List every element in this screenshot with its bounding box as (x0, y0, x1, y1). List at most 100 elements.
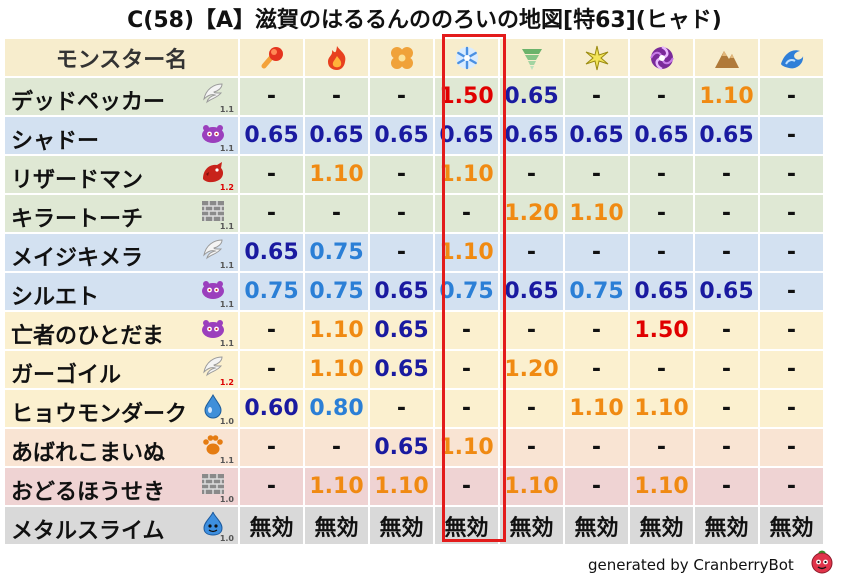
resistance-value: 0.75 (305, 234, 368, 271)
monster-name: ヒョウモンダーク (11, 402, 188, 427)
resistance-value: 0.65 (370, 117, 433, 154)
resistance-value: - (370, 78, 433, 115)
monster-name-cell: シャドー 1.1 (5, 117, 238, 154)
water-drop-icon (200, 393, 226, 419)
resistance-value: 1.10 (435, 429, 498, 466)
monster-name: デッドペッカー (11, 90, 166, 115)
resistance-value: - (435, 351, 498, 388)
resistance-value: 0.75 (240, 273, 303, 310)
brick-wall-icon (200, 471, 226, 497)
monster-level: 1.1 (219, 261, 234, 270)
ice-snowflake-icon (435, 44, 498, 72)
resistance-value: 無効 (305, 507, 368, 544)
resistance-value: - (565, 429, 628, 466)
resistance-value: - (760, 468, 823, 505)
resistance-value: 1.10 (305, 312, 368, 349)
resistance-value: - (435, 390, 498, 427)
footer-credit: generated by CranberryBot (588, 556, 794, 574)
resistance-value: 0.65 (370, 273, 433, 310)
resistance-value: - (760, 429, 823, 466)
resistance-value: - (760, 234, 823, 271)
resistance-value: 1.20 (500, 195, 563, 232)
resistance-value: - (760, 351, 823, 388)
monster-name: シルエト (11, 285, 100, 310)
rock-mountain-icon (695, 44, 758, 72)
slime-blob-icon (200, 276, 226, 302)
monster-level: 1.1 (219, 144, 234, 153)
monster-level: 1.1 (219, 456, 234, 465)
resistance-value: - (630, 429, 693, 466)
resistance-value: - (240, 195, 303, 232)
resistance-value: - (305, 429, 368, 466)
resistance-value: 0.65 (240, 117, 303, 154)
resistance-value: - (565, 351, 628, 388)
monster-row: あばれこまいぬ 1.1- -0.65 1.10- - - - - (5, 429, 823, 466)
resistance-value: - (695, 312, 758, 349)
cranberry-bot-icon (810, 550, 834, 574)
resistance-value: - (630, 156, 693, 193)
resistance-value: 1.10 (305, 468, 368, 505)
resistance-value: - (565, 156, 628, 193)
resistance-value: 1.50 (630, 312, 693, 349)
resistance-value: 1.10 (630, 390, 693, 427)
monster-level: 1.0 (219, 495, 234, 504)
resistance-value: 0.65 (370, 312, 433, 349)
resistance-value: - (240, 156, 303, 193)
resistance-value: 1.10 (695, 78, 758, 115)
resistance-value: - (240, 78, 303, 115)
resistance-value: 0.65 (370, 351, 433, 388)
flame-icon (305, 44, 368, 72)
monster-row: ヒョウモンダーク 1.0 0.60 0.80- - -1.10 1.10- - (5, 390, 823, 427)
monster-name: おどるほうせき (11, 480, 166, 505)
resistance-value: - (565, 468, 628, 505)
monster-name: リザードマン (11, 168, 144, 193)
lightning-spark-icon (565, 44, 628, 72)
resistance-value: 0.60 (240, 390, 303, 427)
water-wave-icon (760, 44, 823, 72)
resistance-value: - (695, 390, 758, 427)
tornado-icon (500, 44, 563, 72)
resistance-value: - (500, 312, 563, 349)
resistance-value: - (760, 312, 823, 349)
resistance-value: 1.50 (435, 78, 498, 115)
resistance-value: - (565, 312, 628, 349)
monster-name-cell: キラートーチ 1.1 (5, 195, 238, 232)
monster-level: 1.1 (219, 222, 234, 231)
monster-name: ガーゴイル (11, 363, 122, 388)
resistance-value: 0.75 (305, 273, 368, 310)
column-header-element-0 (240, 39, 303, 76)
resistance-value: - (240, 312, 303, 349)
resistance-value: 1.10 (435, 156, 498, 193)
monster-level: 1.0 (219, 417, 234, 426)
resistance-value: 無効 (695, 507, 758, 544)
resistance-value: 0.65 (500, 273, 563, 310)
resistance-value: 1.10 (565, 390, 628, 427)
column-header-element-5 (565, 39, 628, 76)
resistance-value: - (630, 351, 693, 388)
monster-name: あばれこまいぬ (11, 441, 166, 466)
monster-name: シャドー (11, 129, 100, 154)
monster-name-cell: ヒョウモンダーク 1.0 (5, 390, 238, 427)
monster-row: ガーゴイル 1.2-1.10 0.65-1.20- - - - (5, 351, 823, 388)
resistance-value: - (760, 195, 823, 232)
monster-level: 1.1 (219, 105, 234, 114)
resistance-value: 無効 (500, 507, 563, 544)
monster-level: 1.1 (219, 300, 234, 309)
resistance-value: 無効 (240, 507, 303, 544)
resistance-value: - (695, 156, 758, 193)
resistance-value: - (760, 390, 823, 427)
slime-blob-icon (200, 315, 226, 341)
resistance-value: 無効 (370, 507, 433, 544)
resistance-value: 0.65 (630, 273, 693, 310)
resistance-value: - (240, 468, 303, 505)
resistance-value: - (630, 78, 693, 115)
monster-name-cell: デッドペッカー 1.1 (5, 78, 238, 115)
resistance-value: 無効 (435, 507, 498, 544)
page-title: C(58)【A】滋賀のはるるんののろいの地図[特63](ヒャド) (127, 8, 722, 33)
resistance-value: 0.65 (695, 117, 758, 154)
resistance-value: 0.65 (565, 117, 628, 154)
column-header-element-7 (695, 39, 758, 76)
resistance-value: - (500, 429, 563, 466)
monster-row: デッドペッカー 1.1- - -1.50 0.65- -1.10- (5, 78, 823, 115)
column-header-element-4 (500, 39, 563, 76)
